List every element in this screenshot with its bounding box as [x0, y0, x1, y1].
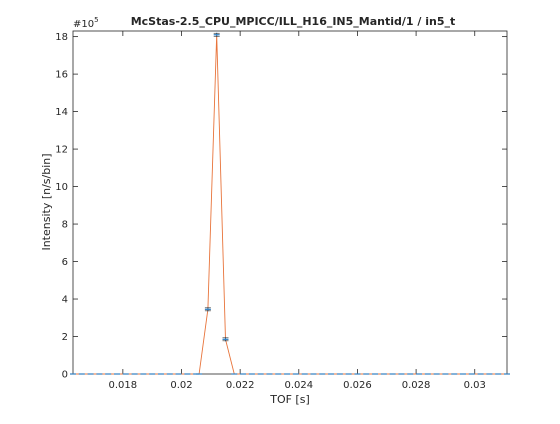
x-tick-label: 0.024	[284, 380, 313, 391]
data-point	[213, 32, 220, 37]
plot-area	[72, 30, 508, 375]
errorbar-layer	[70, 32, 510, 375]
y-tick-label: 0	[62, 370, 68, 381]
y-axis-label: Intensity [n/s/bin]	[40, 153, 53, 250]
y-axis-ticks: 0 2 4 6 8 10 12 14 16 18	[55, 32, 507, 381]
x-tick-label: 0.02	[170, 380, 192, 391]
y-tick-label: 16	[55, 70, 68, 81]
y-multiplier-exponent: 5	[94, 16, 98, 24]
x-tick-label: 0.028	[402, 380, 431, 391]
y-tick-label: 14	[55, 107, 68, 118]
y-tick-label: 12	[55, 145, 68, 156]
y-axis-multiplier: #105	[73, 16, 99, 30]
x-axis-ticks: 0.018 0.02 0.022 0.024 0.026 0.028 0.03	[109, 31, 486, 391]
y-tick-label: 2	[62, 332, 68, 343]
x-tick-label: 0.018	[109, 380, 138, 391]
x-tick-label: 0.03	[464, 380, 486, 391]
data-point	[222, 337, 229, 342]
y-tick-label: 8	[62, 220, 68, 231]
x-tick-label: 0.022	[226, 380, 255, 391]
x-axis-label: TOF [s]	[269, 393, 310, 406]
y-tick-label: 4	[62, 295, 68, 306]
y-multiplier-base: #10	[73, 19, 94, 30]
y-tick-label: 18	[55, 32, 68, 43]
y-tick-label: 6	[62, 257, 68, 268]
chart-title: McStas-2.5_CPU_MPICC/ILL_H16_IN5_Mantid/…	[131, 15, 456, 28]
x-tick-label: 0.026	[343, 380, 372, 391]
data-point	[204, 307, 211, 312]
y-tick-label: 10	[55, 182, 68, 193]
